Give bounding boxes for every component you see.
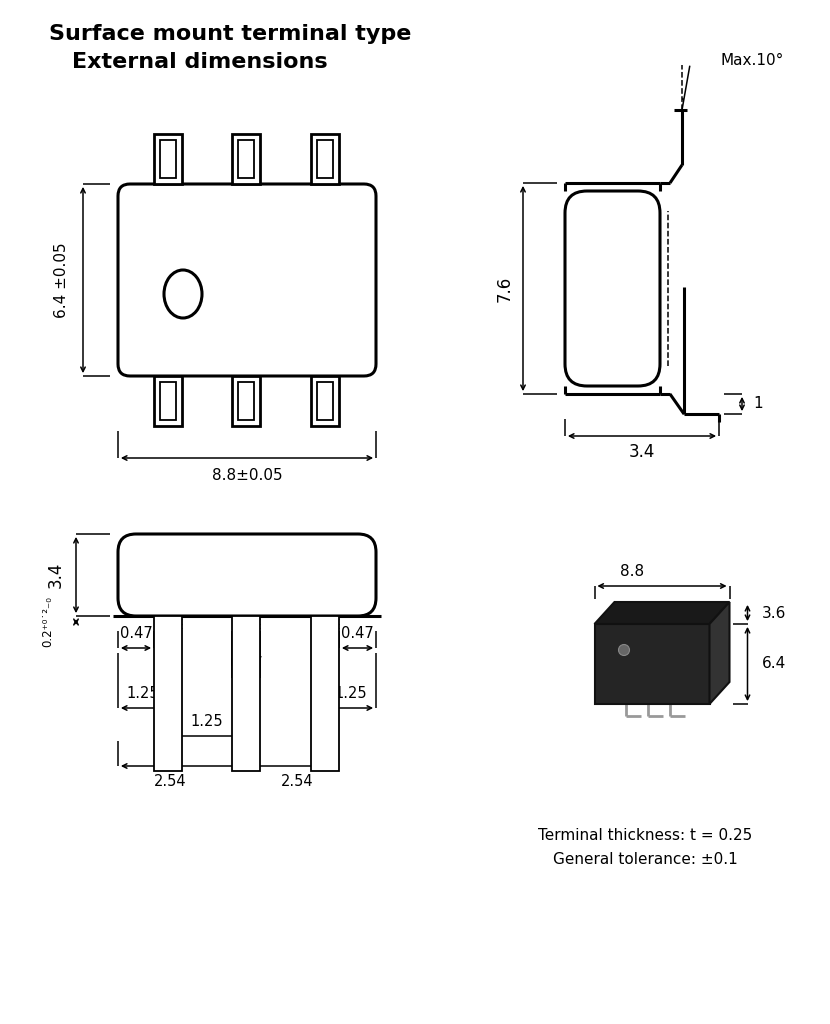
Ellipse shape <box>164 270 202 318</box>
Text: 6.4: 6.4 <box>761 656 786 672</box>
Bar <box>160 140 176 178</box>
Polygon shape <box>594 602 730 624</box>
Text: 0.47: 0.47 <box>230 656 262 672</box>
Bar <box>311 134 339 184</box>
Bar <box>311 376 339 426</box>
FancyBboxPatch shape <box>118 184 376 376</box>
Bar <box>594 624 710 705</box>
Text: 0.2⁺⁰˙²₋₀: 0.2⁺⁰˙²₋₀ <box>42 597 55 647</box>
Bar <box>160 382 176 420</box>
Text: 8.8±0.05: 8.8±0.05 <box>212 469 282 483</box>
Text: 3.4: 3.4 <box>629 443 655 461</box>
Text: 1.25: 1.25 <box>127 686 159 701</box>
Polygon shape <box>710 602 730 705</box>
Bar <box>238 382 254 420</box>
Bar <box>232 376 260 426</box>
Text: 1: 1 <box>753 396 763 412</box>
Text: 3.6: 3.6 <box>761 605 786 621</box>
Bar <box>154 134 182 184</box>
Bar <box>232 616 260 771</box>
Text: 2.54: 2.54 <box>281 774 314 790</box>
Bar <box>317 382 333 420</box>
FancyBboxPatch shape <box>565 191 660 386</box>
Text: External dimensions: External dimensions <box>72 52 328 72</box>
Bar <box>317 140 333 178</box>
Bar <box>311 616 339 771</box>
Text: Surface mount terminal type: Surface mount terminal type <box>49 24 411 44</box>
Text: 2.54: 2.54 <box>154 774 186 790</box>
Bar <box>232 134 260 184</box>
Text: 0.47: 0.47 <box>120 627 153 641</box>
Bar <box>154 616 182 771</box>
Text: 8.8: 8.8 <box>620 564 644 580</box>
Text: Terminal thickness: t = 0.25: Terminal thickness: t = 0.25 <box>538 828 752 844</box>
Text: 3.4: 3.4 <box>47 562 65 588</box>
Text: General tolerance: ±0.1: General tolerance: ±0.1 <box>553 852 737 866</box>
Text: 0.47: 0.47 <box>341 627 374 641</box>
Bar <box>154 376 182 426</box>
Text: 7.6: 7.6 <box>496 275 514 302</box>
Text: Max.10°: Max.10° <box>720 53 784 68</box>
Text: 6.4 ±0.05: 6.4 ±0.05 <box>53 243 69 317</box>
Text: 1.25: 1.25 <box>334 686 367 701</box>
Text: 1.25: 1.25 <box>191 715 223 729</box>
FancyBboxPatch shape <box>118 534 376 616</box>
Bar <box>238 140 254 178</box>
Circle shape <box>618 644 629 655</box>
